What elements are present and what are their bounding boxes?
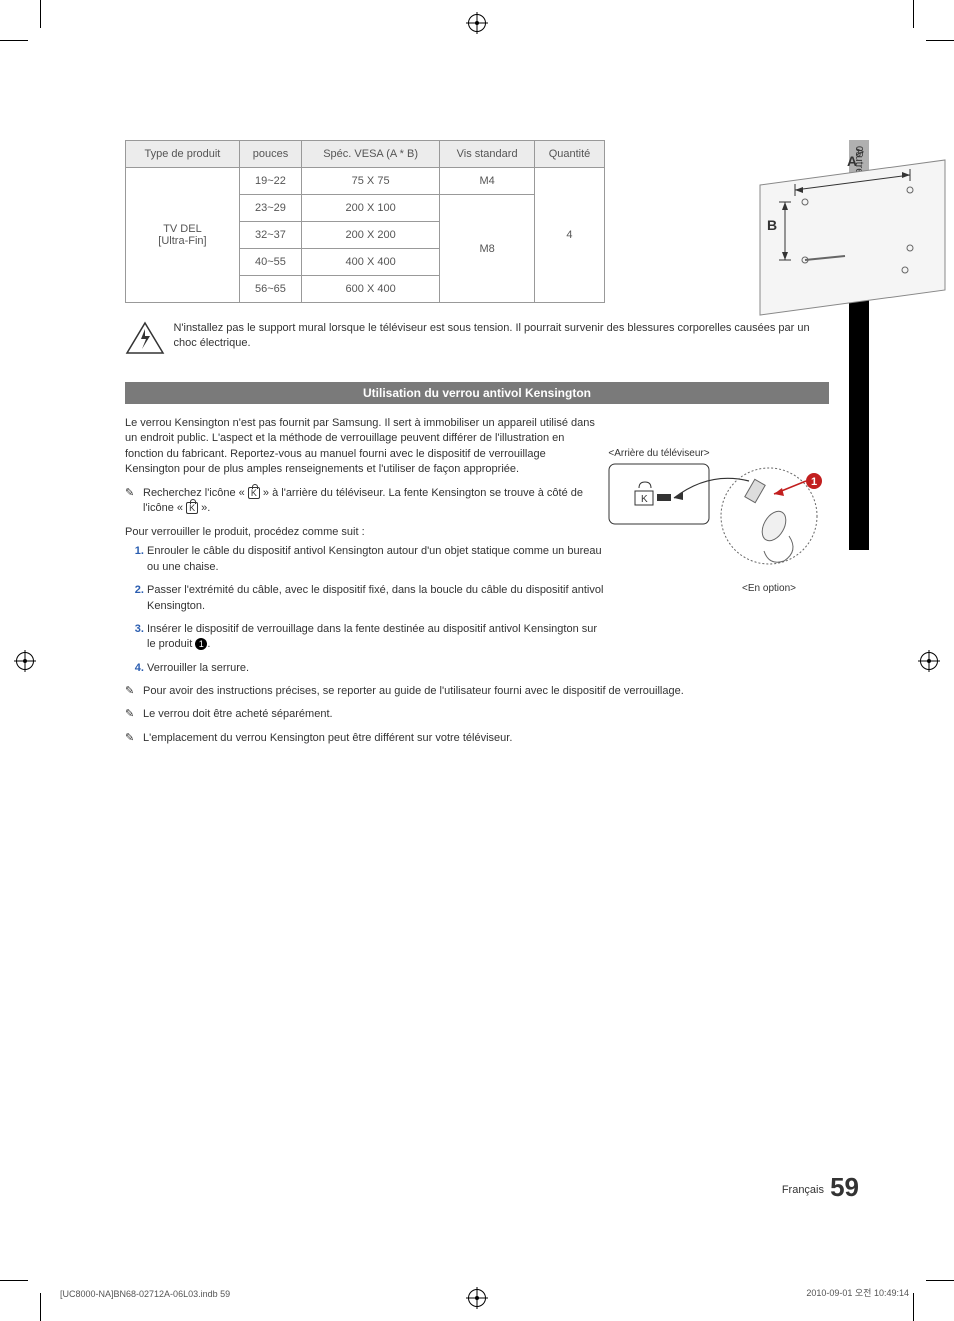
section-header: Utilisation du verrou antivol Kensington (125, 382, 829, 404)
col-product-type: Type de produit (126, 141, 240, 168)
footer-doc-ref: [UC8000-NA]BN68-02712A-06L03.indb 59 (60, 1289, 230, 1299)
trailing-note: ✎ Le verrou doit être acheté séparément. (125, 707, 829, 722)
step-3: Insérer le dispositif de verrouillage da… (147, 622, 605, 653)
note-icon: ✎ (125, 731, 134, 746)
vesa-spec-table: Type de produit pouces Spéc. VESA (A * B… (125, 140, 605, 303)
step-1: Enrouler le câble du dispositif antivol … (147, 544, 605, 575)
warning-text: N'installez pas le support mural lorsque… (173, 321, 813, 351)
footer-language: Français (782, 1184, 824, 1196)
cell-inches: 56~65 (239, 276, 301, 303)
crop-mark (40, 0, 41, 28)
trailing-note: ✎ L'emplacement du verrou Kensington peu… (125, 731, 829, 746)
note-icon: ✎ (125, 707, 134, 722)
registration-mark (16, 652, 34, 670)
crop-mark (913, 1293, 914, 1321)
cell-inches: 19~22 (239, 168, 301, 195)
cell-vesa: 200 X 100 (302, 195, 440, 222)
col-screw: Vis standard (440, 141, 535, 168)
col-inches: pouces (239, 141, 301, 168)
crop-mark (40, 1293, 41, 1321)
electrical-warning: N'installez pas le support mural lorsque… (125, 321, 829, 360)
step-2: Passer l'extrémité du câble, avec le dis… (147, 583, 605, 614)
note-icon: ✎ (125, 486, 134, 501)
note-text-part3: ». (201, 502, 210, 514)
registration-mark (920, 652, 938, 670)
cell-inches: 23~29 (239, 195, 301, 222)
note-icon: ✎ (125, 684, 134, 699)
cell-screw: M4 (440, 168, 535, 195)
trailing-note: ✎ Pour avoir des instructions précises, … (125, 684, 829, 699)
cell-vesa: 400 X 400 (302, 249, 440, 276)
page-root: 05 Autre information Type de produit pou… (0, 0, 954, 1321)
crop-mark (0, 40, 28, 41)
icon-location-note: ✎ Recherchez l'icône « K » à l'arrière d… (125, 486, 595, 517)
note-text: Le verrou doit être acheté séparément. (143, 708, 333, 720)
vesa-dimension-diagram: A B (745, 140, 954, 320)
cell-screw: M8 (440, 195, 535, 303)
cell-vesa: 75 X 75 (302, 168, 440, 195)
svg-text:K: K (641, 494, 648, 505)
svg-text:<Arrière du téléviseur>: <Arrière du téléviseur> (608, 448, 709, 459)
footer-timestamp: 2010-09-01 오전 10:49:14 (806, 1286, 909, 1299)
lock-steps-list: Enrouler le câble du dispositif antivol … (125, 544, 605, 676)
note-text-part1: Recherchez l'icône « (143, 487, 245, 499)
cell-qty: 4 (534, 168, 604, 303)
callout-ref-1: 1 (195, 638, 207, 650)
cell-inches: 32~37 (239, 222, 301, 249)
registration-mark (468, 1289, 486, 1307)
crop-mark (0, 1280, 28, 1281)
registration-mark (468, 14, 486, 32)
cell-product-type: TV DEL [Ultra-Fin] (126, 168, 240, 303)
content-area: Type de produit pouces Spéc. VESA (A * B… (125, 140, 829, 746)
col-qty: Quantité (534, 141, 604, 168)
cell-vesa: 600 X 400 (302, 276, 440, 303)
note-text: L'emplacement du verrou Kensington peut … (143, 732, 512, 744)
note-text: Pour avoir des instructions précises, se… (143, 685, 684, 697)
svg-text:<En option>: <En option> (742, 583, 796, 594)
label-A: A (847, 153, 857, 169)
kensington-figure: <Arrière du téléviseur> K (599, 436, 829, 606)
warning-icon (125, 321, 169, 360)
crop-mark (913, 0, 914, 28)
svg-text:1: 1 (811, 476, 817, 488)
kensington-k-icon: K (186, 502, 198, 514)
crop-mark (926, 1280, 954, 1281)
cell-inches: 40~55 (239, 249, 301, 276)
cell-vesa: 200 X 200 (302, 222, 440, 249)
step-3-text: Insérer le dispositif de verrouillage da… (147, 623, 597, 650)
label-B: B (767, 217, 777, 233)
kensington-k-icon: K (248, 487, 260, 499)
footer-page-number: 59 (830, 1172, 859, 1203)
step-4: Verrouiller la serrure. (147, 661, 605, 676)
step-3-suffix: . (207, 638, 210, 650)
intro-paragraph: Le verrou Kensington n'est pas fournit p… (125, 416, 595, 478)
crop-mark (926, 40, 954, 41)
col-vesa: Spéc. VESA (A * B) (302, 141, 440, 168)
